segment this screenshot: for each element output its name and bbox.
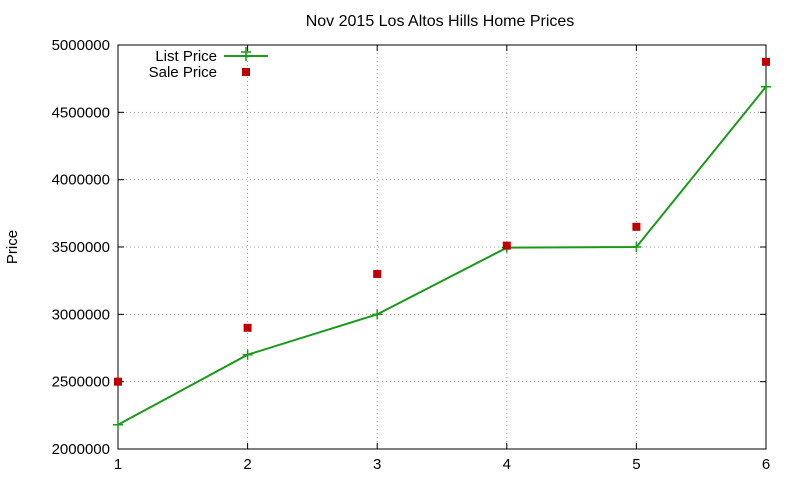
list-price-point [761, 81, 771, 92]
sale-price-point [243, 323, 252, 332]
y-tick-label: 5000000 [52, 37, 110, 54]
list-price-point [631, 242, 642, 252]
list-price-point [242, 349, 253, 360]
series-line-list-price [117, 86, 767, 426]
chart-title: Nov 2015 Los Altos Hills Home Prices [306, 13, 575, 30]
y-tick-label: 4000000 [52, 172, 110, 189]
sale-price-point [632, 222, 641, 231]
y-tick-label: 3500000 [52, 239, 110, 256]
y-tick-label: 3000000 [52, 306, 110, 323]
y-tick-label: 4500000 [52, 104, 110, 121]
sale-price-point [762, 57, 770, 66]
y-tick-label: 2000000 [52, 441, 110, 458]
x-tick-label: 6 [762, 456, 770, 473]
sale-price-point [114, 377, 122, 386]
x-tick-label: 2 [243, 456, 251, 473]
x-tick-label: 1 [114, 456, 122, 473]
legend-swatch-sale-price [242, 68, 250, 76]
sale-price-point [502, 241, 511, 250]
legend: List Price Sale Price [149, 47, 268, 81]
y-axis-label: Price [4, 230, 21, 264]
series-layer [113, 57, 771, 430]
grid-layer [118, 45, 766, 449]
list-price-point [372, 309, 383, 320]
legend-marker-list-price [241, 47, 251, 61]
x-tick-label: 3 [373, 456, 381, 473]
x-tick-label: 5 [632, 456, 640, 473]
axis-tick-labels: 1 2 3 4 5 6 2000000 2500000 3000000 3500000 400000… [52, 37, 771, 473]
legend-label-list-price: List Price [155, 48, 217, 65]
x-tick-label: 4 [503, 456, 511, 473]
sale-price-point [373, 269, 382, 278]
y-tick-label: 2500000 [52, 374, 110, 391]
list-price-point [113, 419, 123, 430]
legend-label-sale-price: Sale Price [149, 64, 217, 81]
